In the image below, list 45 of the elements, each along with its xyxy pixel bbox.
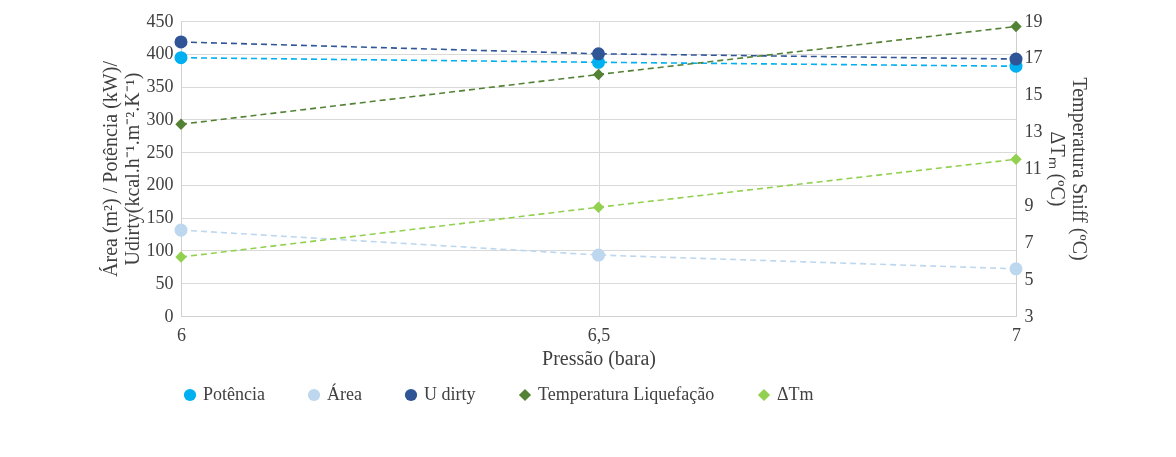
y2-tick-label: 11 <box>1024 158 1042 178</box>
y-tick-label: 150 <box>146 207 174 228</box>
point <box>175 251 187 263</box>
y-tick-label: 300 <box>146 108 174 129</box>
legend-label: Potência <box>203 384 265 404</box>
point <box>591 47 606 61</box>
point <box>592 68 605 81</box>
y-tick-label: 50 <box>155 272 174 293</box>
point <box>174 51 188 65</box>
x-tick-label: 6,5 <box>587 324 611 345</box>
legend-label: ΔTm <box>777 384 814 404</box>
y2-tick-label: 15 <box>1024 84 1043 105</box>
x-axis-title: Pressão (bara) <box>542 346 656 370</box>
point <box>592 201 605 213</box>
text: Área (m²) / Potência (kW)/ <box>98 61 121 277</box>
y2-tick-label: 19 <box>1024 10 1043 31</box>
point <box>1010 153 1022 165</box>
point <box>1010 20 1022 33</box>
y-tick-label: 450 <box>146 10 174 31</box>
y2-tick-label: 17 <box>1024 47 1043 68</box>
y-tick-label: 400 <box>146 43 174 64</box>
x-tick-label: 7 <box>1012 324 1021 345</box>
point <box>174 35 188 49</box>
x-tick-label: 6 <box>177 324 186 345</box>
y-tick-label: 100 <box>146 239 174 260</box>
legend-label: Área <box>327 383 362 404</box>
y2-tick-label: 13 <box>1024 121 1043 142</box>
legend-label: Temperatura Liquefação <box>538 384 715 404</box>
y-tick-label: 250 <box>146 141 174 162</box>
point <box>174 223 188 237</box>
y-tick-label: 200 <box>146 174 174 195</box>
y2-tick-label: 5 <box>1024 268 1034 289</box>
text: ΔTₘ (ºC) <box>1046 131 1069 207</box>
y-tick-label: 0 <box>164 305 174 326</box>
point <box>175 118 187 130</box>
y2-tick-label: 7 <box>1024 231 1034 252</box>
y2-tick-label: 9 <box>1024 194 1034 215</box>
text: Temperatura Sniff (ºC) <box>1068 77 1091 261</box>
point <box>591 248 606 262</box>
y-tick-label: 350 <box>146 76 174 97</box>
y2-tick-label: 3 <box>1024 305 1034 326</box>
point <box>1009 52 1023 66</box>
legend-label: U dirty <box>424 384 476 404</box>
text: Udirty(kcal.h⁻¹.m⁻².K⁻¹) <box>120 72 143 266</box>
point <box>1009 262 1023 276</box>
